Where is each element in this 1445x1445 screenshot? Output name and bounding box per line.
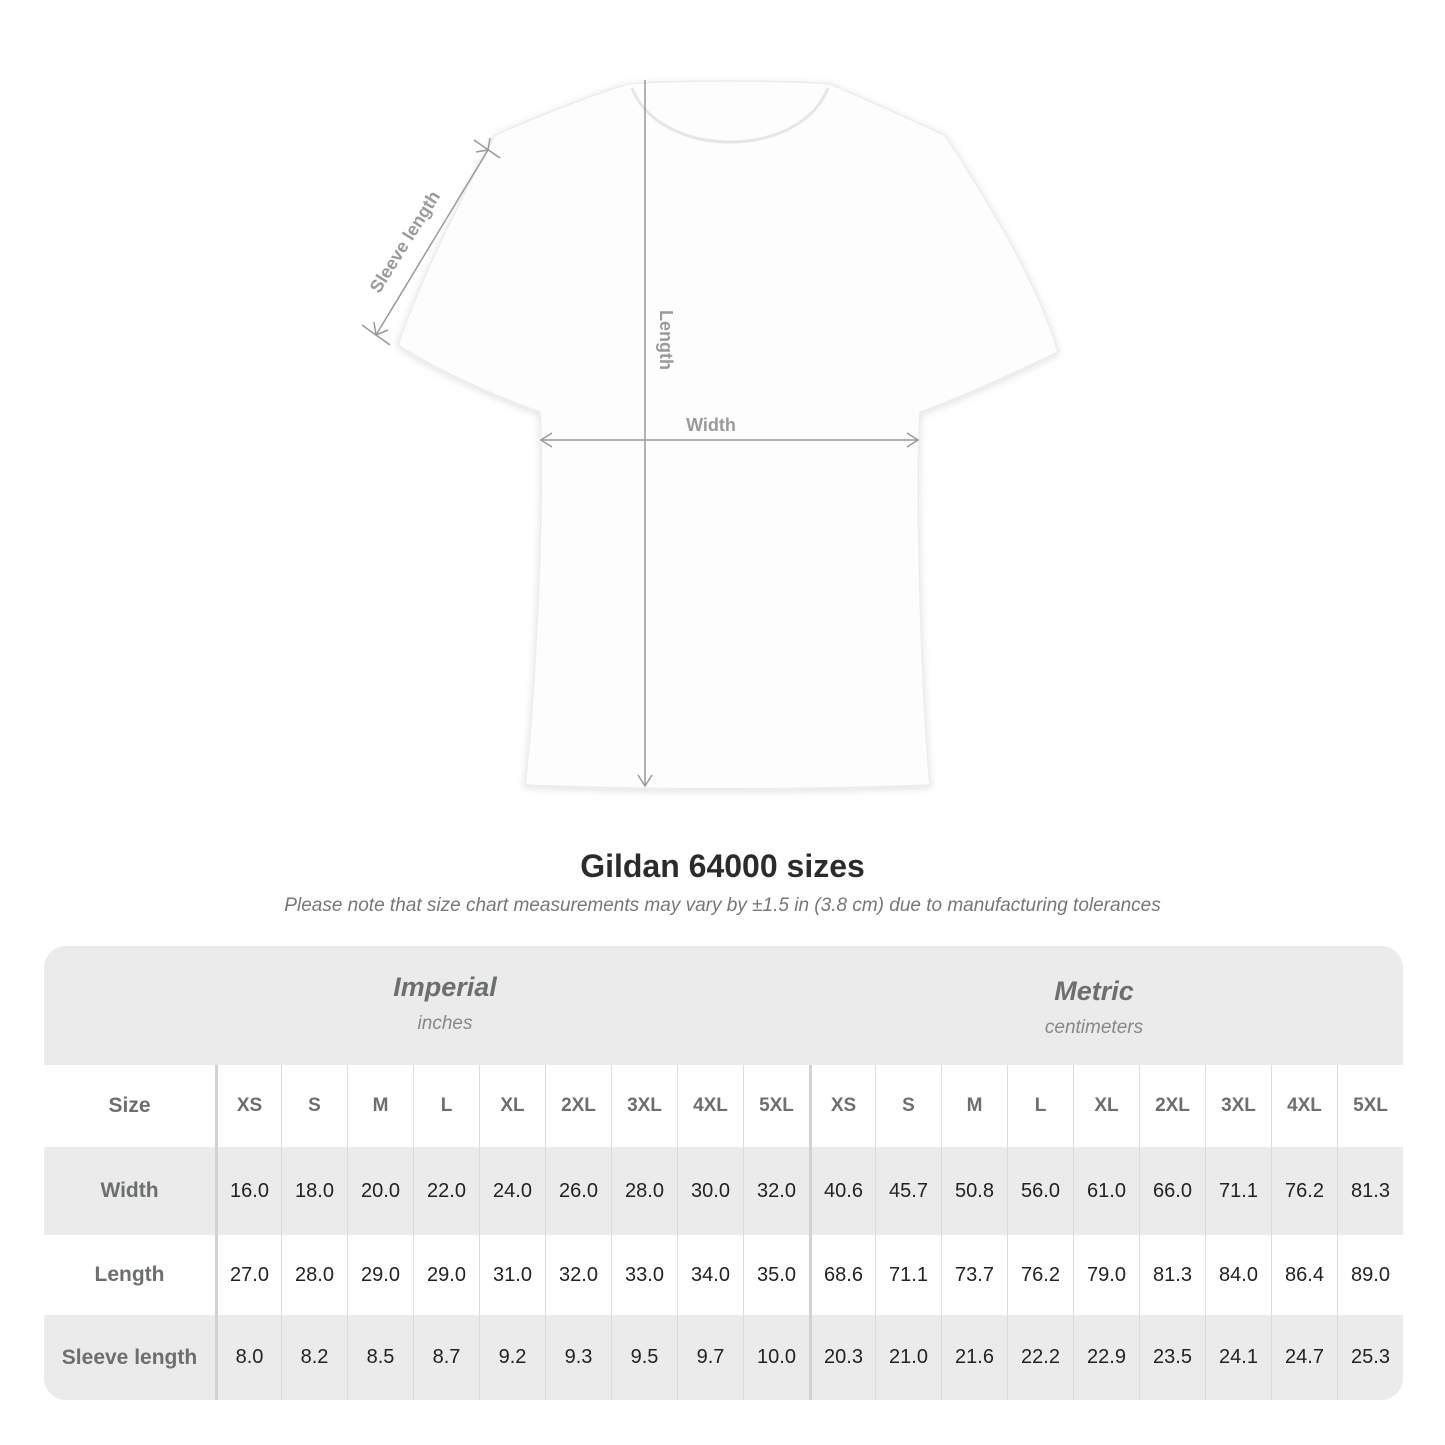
value-cell: 81.3 — [1139, 1235, 1205, 1315]
width-label: Width — [686, 415, 736, 435]
value-cell: 76.2 — [1271, 1147, 1337, 1235]
size-header-cell: S — [281, 1065, 347, 1147]
value-cell: 20.3 — [809, 1315, 875, 1400]
table-row: Sleeve length 8.0 8.2 8.5 8.7 9.2 9.3 9.5 9.7 10.… — [44, 1315, 1403, 1400]
size-header-cell: XL — [1073, 1065, 1139, 1147]
sleeve-arrow — [375, 149, 489, 336]
unit-header-band — [44, 946, 1403, 1065]
value-cell: 56.0 — [1007, 1147, 1073, 1235]
tolerance-note: Please note that size chart measurements… — [284, 895, 1161, 916]
value-cell: 22.9 — [1073, 1315, 1139, 1400]
value-cell: 8.0 — [215, 1315, 281, 1400]
value-cell: 71.1 — [1205, 1147, 1271, 1235]
size-header-cell: 2XL — [545, 1065, 611, 1147]
value-cell: 26.0 — [545, 1147, 611, 1235]
size-header-cell: XS — [215, 1065, 281, 1147]
value-cell: 9.7 — [677, 1315, 743, 1400]
value-cell: 9.3 — [545, 1315, 611, 1400]
table-row: Width 16.0 18.0 20.0 22.0 24.0 26.0 28.0 30.0 32.… — [44, 1147, 1403, 1235]
value-cell: 89.0 — [1337, 1235, 1403, 1315]
value-cell: 28.0 — [281, 1235, 347, 1315]
value-cell: 28.0 — [611, 1147, 677, 1235]
value-cell: 9.2 — [479, 1315, 545, 1400]
value-cell: 50.8 — [941, 1147, 1007, 1235]
value-cell: 27.0 — [215, 1235, 281, 1315]
size-header-row: Size XS S M L XL 2XL 3XL 4XL 5XL XS S M L XL 2XL 3XL 4XL 5… — [44, 1065, 1403, 1147]
size-column-header: Size — [108, 1094, 151, 1117]
value-cell: 31.0 — [479, 1235, 545, 1315]
value-cell: 10.0 — [743, 1315, 809, 1400]
value-cell: 45.7 — [875, 1147, 941, 1235]
value-cell: 8.7 — [413, 1315, 479, 1400]
size-header-cell: S — [875, 1065, 941, 1147]
value-cell: 86.4 — [1271, 1235, 1337, 1315]
metric-unit: centimeters — [1044, 1017, 1144, 1038]
size-header-cell: 5XL — [1337, 1065, 1403, 1147]
value-cell: 73.7 — [941, 1235, 1007, 1315]
value-cell: 84.0 — [1205, 1235, 1271, 1315]
size-header-cell: 5XL — [743, 1065, 809, 1147]
imperial-unit: inches — [417, 1013, 473, 1034]
size-header-cell: XS — [809, 1065, 875, 1147]
page-title: Gildan 64000 sizes — [580, 848, 865, 884]
value-cell: 79.0 — [1073, 1235, 1139, 1315]
tshirt-diagram: Sleeve length Length Width — [361, 80, 1059, 790]
imperial-title: Imperial — [393, 972, 497, 1002]
value-cell: 8.2 — [281, 1315, 347, 1400]
size-header-cell: M — [941, 1065, 1007, 1147]
value-cell: 32.0 — [743, 1147, 809, 1235]
size-table: Imperial inches Metric centimeters Size X… — [44, 946, 1403, 1400]
value-cell: 18.0 — [281, 1147, 347, 1235]
value-cell: 33.0 — [611, 1235, 677, 1315]
size-header-cell: 4XL — [677, 1065, 743, 1147]
value-cell: 16.0 — [215, 1147, 281, 1235]
row-label: Sleeve length — [61, 1345, 198, 1369]
value-cell: 9.5 — [611, 1315, 677, 1400]
value-cell: 25.3 — [1337, 1315, 1403, 1400]
value-cell: 61.0 — [1073, 1147, 1139, 1235]
imperial-header: Imperial inches — [215, 972, 675, 1035]
value-cell: 66.0 — [1139, 1147, 1205, 1235]
row-label: Width — [100, 1179, 159, 1202]
value-cell: 24.1 — [1205, 1315, 1271, 1400]
value-cell: 32.0 — [545, 1235, 611, 1315]
value-cell: 21.0 — [875, 1315, 941, 1400]
value-cell: 35.0 — [743, 1235, 809, 1315]
value-cell: 22.2 — [1007, 1315, 1073, 1400]
value-cell: 21.6 — [941, 1315, 1007, 1400]
value-cell: 29.0 — [347, 1235, 413, 1315]
size-header-cell: 3XL — [1205, 1065, 1271, 1147]
size-header-cell: 4XL — [1271, 1065, 1337, 1147]
value-cell: 24.0 — [479, 1147, 545, 1235]
metric-header: Metric centimeters — [864, 976, 1324, 1039]
value-cell: 34.0 — [677, 1235, 743, 1315]
value-cell: 40.6 — [809, 1147, 875, 1235]
value-cell: 24.7 — [1271, 1315, 1337, 1400]
value-cell: 29.0 — [413, 1235, 479, 1315]
value-cell: 8.5 — [347, 1315, 413, 1400]
value-cell: 22.0 — [413, 1147, 479, 1235]
metric-title: Metric — [1054, 976, 1134, 1006]
table-row: Length 27.0 28.0 29.0 29.0 31.0 32.0 33.0 34.0 35… — [44, 1235, 1403, 1315]
value-cell: 71.1 — [875, 1235, 941, 1315]
value-cell: 76.2 — [1007, 1235, 1073, 1315]
row-label: Length — [94, 1263, 165, 1286]
size-header-cell: L — [1007, 1065, 1073, 1147]
size-header-cell: L — [413, 1065, 479, 1147]
length-label: Length — [656, 310, 676, 370]
size-header-cell: 2XL — [1139, 1065, 1205, 1147]
size-header-cell: XL — [479, 1065, 545, 1147]
neckline — [630, 87, 830, 144]
size-header-cell: M — [347, 1065, 413, 1147]
tshirt-shape — [397, 80, 1059, 790]
value-cell: 68.6 — [809, 1235, 875, 1315]
value-cell: 30.0 — [677, 1147, 743, 1235]
value-cell: 23.5 — [1139, 1315, 1205, 1400]
size-header-cell: 3XL — [611, 1065, 677, 1147]
value-cell: 20.0 — [347, 1147, 413, 1235]
value-cell: 81.3 — [1337, 1147, 1403, 1235]
